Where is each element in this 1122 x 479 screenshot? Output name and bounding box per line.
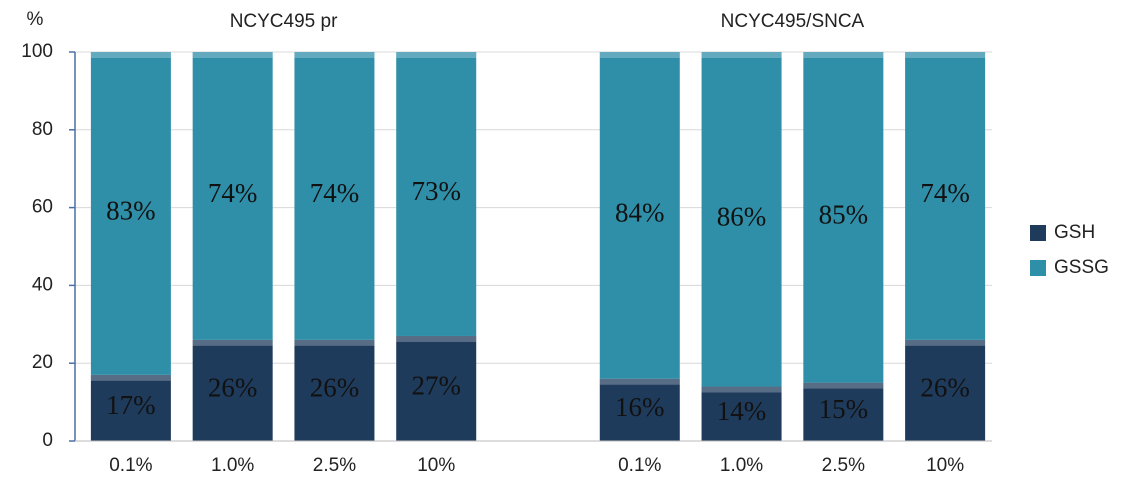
- y-tick-label: 40: [32, 274, 53, 295]
- x-tick-label: 10%: [417, 455, 455, 476]
- value-label: 16%: [615, 392, 665, 422]
- value-label: 26%: [920, 373, 970, 403]
- bar-segment: [396, 52, 477, 336]
- bar-segment: [599, 378, 680, 441]
- value-label: 26%: [208, 373, 258, 403]
- bar-segment: [396, 335, 477, 441]
- value-label: 86%: [717, 201, 767, 231]
- value-label: 84%: [615, 198, 665, 228]
- bar-segment: [90, 52, 171, 375]
- bar-highlight: [905, 339, 986, 346]
- value-label: 26%: [310, 373, 360, 403]
- bar-highlight: [396, 335, 477, 342]
- bar-highlight: [90, 52, 171, 58]
- value-label: 15%: [819, 394, 869, 424]
- bar-segment: [192, 52, 273, 340]
- bar-segment: [803, 52, 884, 383]
- bar-segment: [701, 52, 782, 387]
- bar-segment: [294, 52, 375, 340]
- x-tick-label: 0.1%: [618, 455, 661, 476]
- x-tick-label: 2.5%: [313, 455, 356, 476]
- y-tick-label: 100: [21, 41, 53, 62]
- group-title: NCYC495 pr: [230, 11, 338, 32]
- value-label: 74%: [208, 178, 258, 208]
- legend-swatch: [1030, 225, 1046, 241]
- value-label: 17%: [106, 390, 156, 420]
- value-label: 74%: [310, 178, 360, 208]
- bar-highlight: [803, 52, 884, 58]
- x-tick-label: 1.0%: [720, 455, 763, 476]
- bar-highlight: [803, 382, 884, 389]
- bar-highlight: [905, 52, 986, 58]
- y-tick-label: 60: [32, 197, 53, 218]
- x-tick-label: 0.1%: [109, 455, 152, 476]
- x-tick-label: 1.0%: [211, 455, 254, 476]
- value-label: 85%: [819, 200, 869, 230]
- legend-swatch: [1030, 260, 1046, 276]
- value-label: 83%: [106, 196, 156, 226]
- legend-label: GSH: [1054, 222, 1095, 243]
- bar-highlight: [599, 378, 680, 385]
- value-label: 14%: [717, 396, 767, 426]
- bar-highlight: [192, 52, 273, 58]
- bar-segment: [192, 339, 273, 441]
- bar-segment: [294, 339, 375, 441]
- bar-highlight: [294, 339, 375, 346]
- y-tick-label: 80: [32, 119, 53, 140]
- y-tick-label: 20: [32, 352, 53, 373]
- bar-segment: [905, 52, 986, 340]
- bar-highlight: [90, 374, 171, 381]
- bar-highlight: [294, 52, 375, 58]
- bar-highlight: [701, 52, 782, 58]
- bar-highlight: [192, 339, 273, 346]
- y-axis-label: %: [27, 9, 44, 30]
- bar-segment: [90, 374, 171, 441]
- value-label: 27%: [411, 371, 461, 401]
- bar-segment: [905, 339, 986, 441]
- y-tick-label: 0: [42, 430, 53, 451]
- value-label: 73%: [411, 176, 461, 206]
- bar-segment: [701, 386, 782, 441]
- bar-highlight: [599, 52, 680, 58]
- legend-label: GSSG: [1054, 257, 1109, 278]
- value-label: 74%: [920, 178, 970, 208]
- bar-segment: [803, 382, 884, 441]
- bar-segment: [599, 52, 680, 379]
- x-tick-label: 10%: [926, 455, 964, 476]
- bar-highlight: [396, 52, 477, 58]
- x-tick-label: 2.5%: [822, 455, 865, 476]
- group-title: NCYC495/SNCA: [721, 11, 865, 32]
- bar-highlight: [701, 386, 782, 393]
